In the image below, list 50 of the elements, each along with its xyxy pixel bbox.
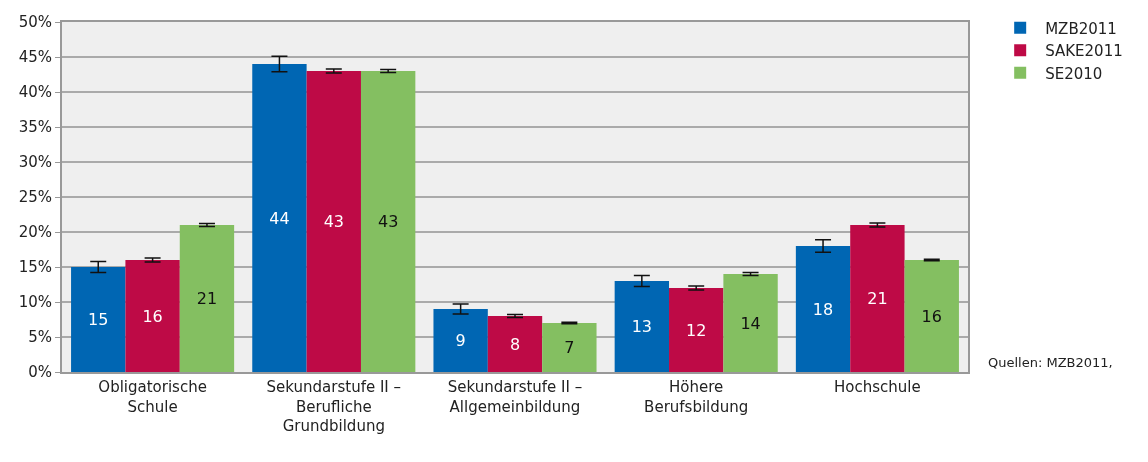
x-tick-label: Höhere Berufsbildung [644, 378, 749, 416]
legend-label: SE2010 [1045, 64, 1103, 83]
y-tick-label: 45% [18, 48, 52, 67]
bar [669, 288, 724, 372]
y-tick-label: 50% [18, 13, 52, 32]
x-tick-label: Obligatorische Schule [98, 378, 207, 416]
y-tick-label: 35% [18, 118, 52, 137]
x-tick-label: Sekundarstufe II – Allgemeinbildung [447, 378, 583, 416]
y-tick-label: 5% [28, 328, 52, 347]
data-label: 7 [564, 338, 575, 357]
data-label: 14 [740, 313, 761, 333]
bar [252, 64, 307, 372]
data-label: 9 [455, 331, 466, 350]
data-label: 43 [323, 212, 344, 231]
bar [723, 274, 778, 372]
bar [542, 323, 597, 372]
bar [795, 246, 851, 372]
y-tick-label: 15% [18, 258, 52, 277]
bar [487, 316, 543, 372]
source-note: Quellen: MZB2011, [988, 355, 1113, 370]
legend-label: MZB2011 [1045, 19, 1117, 38]
y-tick-label: 20% [18, 223, 52, 242]
x-tick-label: Hochschule [834, 378, 921, 396]
data-label: 21 [867, 289, 888, 308]
data-label: 16 [142, 306, 163, 326]
data-label: 18 [812, 299, 834, 319]
bar [125, 260, 180, 372]
legend-label: SAKE2011 [1045, 42, 1123, 61]
bar [904, 260, 959, 372]
y-tick-label: 30% [18, 153, 52, 172]
data-label: 15 [88, 310, 109, 329]
data-label: 12 [686, 320, 707, 340]
bar [433, 309, 488, 372]
y-tick-label: 0% [28, 363, 52, 382]
bar [306, 71, 361, 372]
x-tick-label: Sekundarstufe II – Berufliche Grundbildung [266, 378, 402, 435]
bar [179, 225, 235, 372]
bar [614, 281, 670, 372]
data-label: 13 [631, 317, 653, 336]
data-label: 44 [269, 208, 290, 228]
data-label: 43 [377, 212, 399, 231]
y-tick-label: 40% [18, 83, 52, 102]
y-tick-label: 10% [18, 293, 52, 312]
bar [360, 71, 416, 372]
data-label: 21 [196, 289, 218, 308]
y-tick-label: 25% [18, 188, 52, 207]
bar [850, 225, 905, 372]
data-label: 16 [921, 306, 942, 326]
bar [71, 267, 126, 372]
data-label: 8 [509, 334, 521, 354]
